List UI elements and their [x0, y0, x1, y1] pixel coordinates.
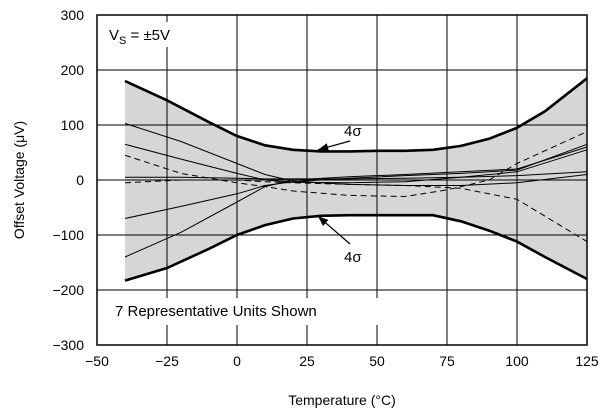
supply-subscript: S: [119, 35, 126, 47]
unit-series-line: [124, 179, 588, 243]
y-tick-label: −200: [52, 282, 84, 298]
sigma-arrows: [317, 140, 351, 245]
lower-sigma-label: 4σ: [344, 249, 362, 266]
units-shown-note: 7 Representative Units Shown: [115, 303, 317, 320]
supply-note-background: [104, 22, 172, 47]
unit-series-line: [124, 143, 588, 219]
x-tick-label: −25: [155, 353, 179, 369]
arrow-head: [318, 216, 329, 226]
lower-sigma-line: [124, 213, 588, 282]
band-fill: [125, 78, 587, 281]
upper-sigma-line: [124, 77, 588, 153]
y-tick-label: −300: [52, 337, 84, 353]
x-tick-label: 50: [369, 353, 385, 369]
plot-frame: [96, 14, 588, 346]
y-tick-labels: −300 −200 −100 0 100 200 300: [52, 7, 84, 353]
supply-voltage-note: VS = ±5V: [109, 27, 170, 47]
arrow-head: [318, 143, 329, 152]
x-tick-label: −50: [85, 353, 109, 369]
x-tick-labels: −50 −25 0 25 50 75 100 125: [85, 353, 599, 369]
x-tick-label: 25: [299, 353, 315, 369]
four-sigma-band: [125, 78, 587, 281]
x-tick-label: 125: [575, 353, 599, 369]
supply-symbol: V: [109, 27, 119, 44]
unit-series-line: [124, 131, 588, 198]
sigma-bounds: [124, 77, 588, 282]
unit-series: [124, 122, 588, 258]
unit-series-line: [125, 171, 588, 180]
supply-value: = ±5V: [126, 27, 170, 44]
unit-series-line: [124, 146, 588, 258]
y-tick-label: −100: [52, 227, 84, 243]
x-tick-label: 100: [505, 353, 529, 369]
y-tick-label: 200: [61, 62, 85, 78]
upper-sigma-label: 4σ: [344, 123, 362, 140]
x-tick-label: 75: [439, 353, 455, 369]
units-note-background: [108, 298, 380, 325]
unit-series-line: [124, 143, 588, 184]
y-tick-label: 100: [61, 117, 85, 133]
x-axis-title: Temperature (°C): [288, 392, 396, 408]
y-tick-label: 0: [76, 172, 84, 188]
grid: [96, 14, 588, 346]
x-tick-label: 0: [233, 353, 241, 369]
y-tick-label: 300: [61, 7, 85, 23]
y-axis-title: Offset Voltage (μV): [11, 121, 27, 239]
